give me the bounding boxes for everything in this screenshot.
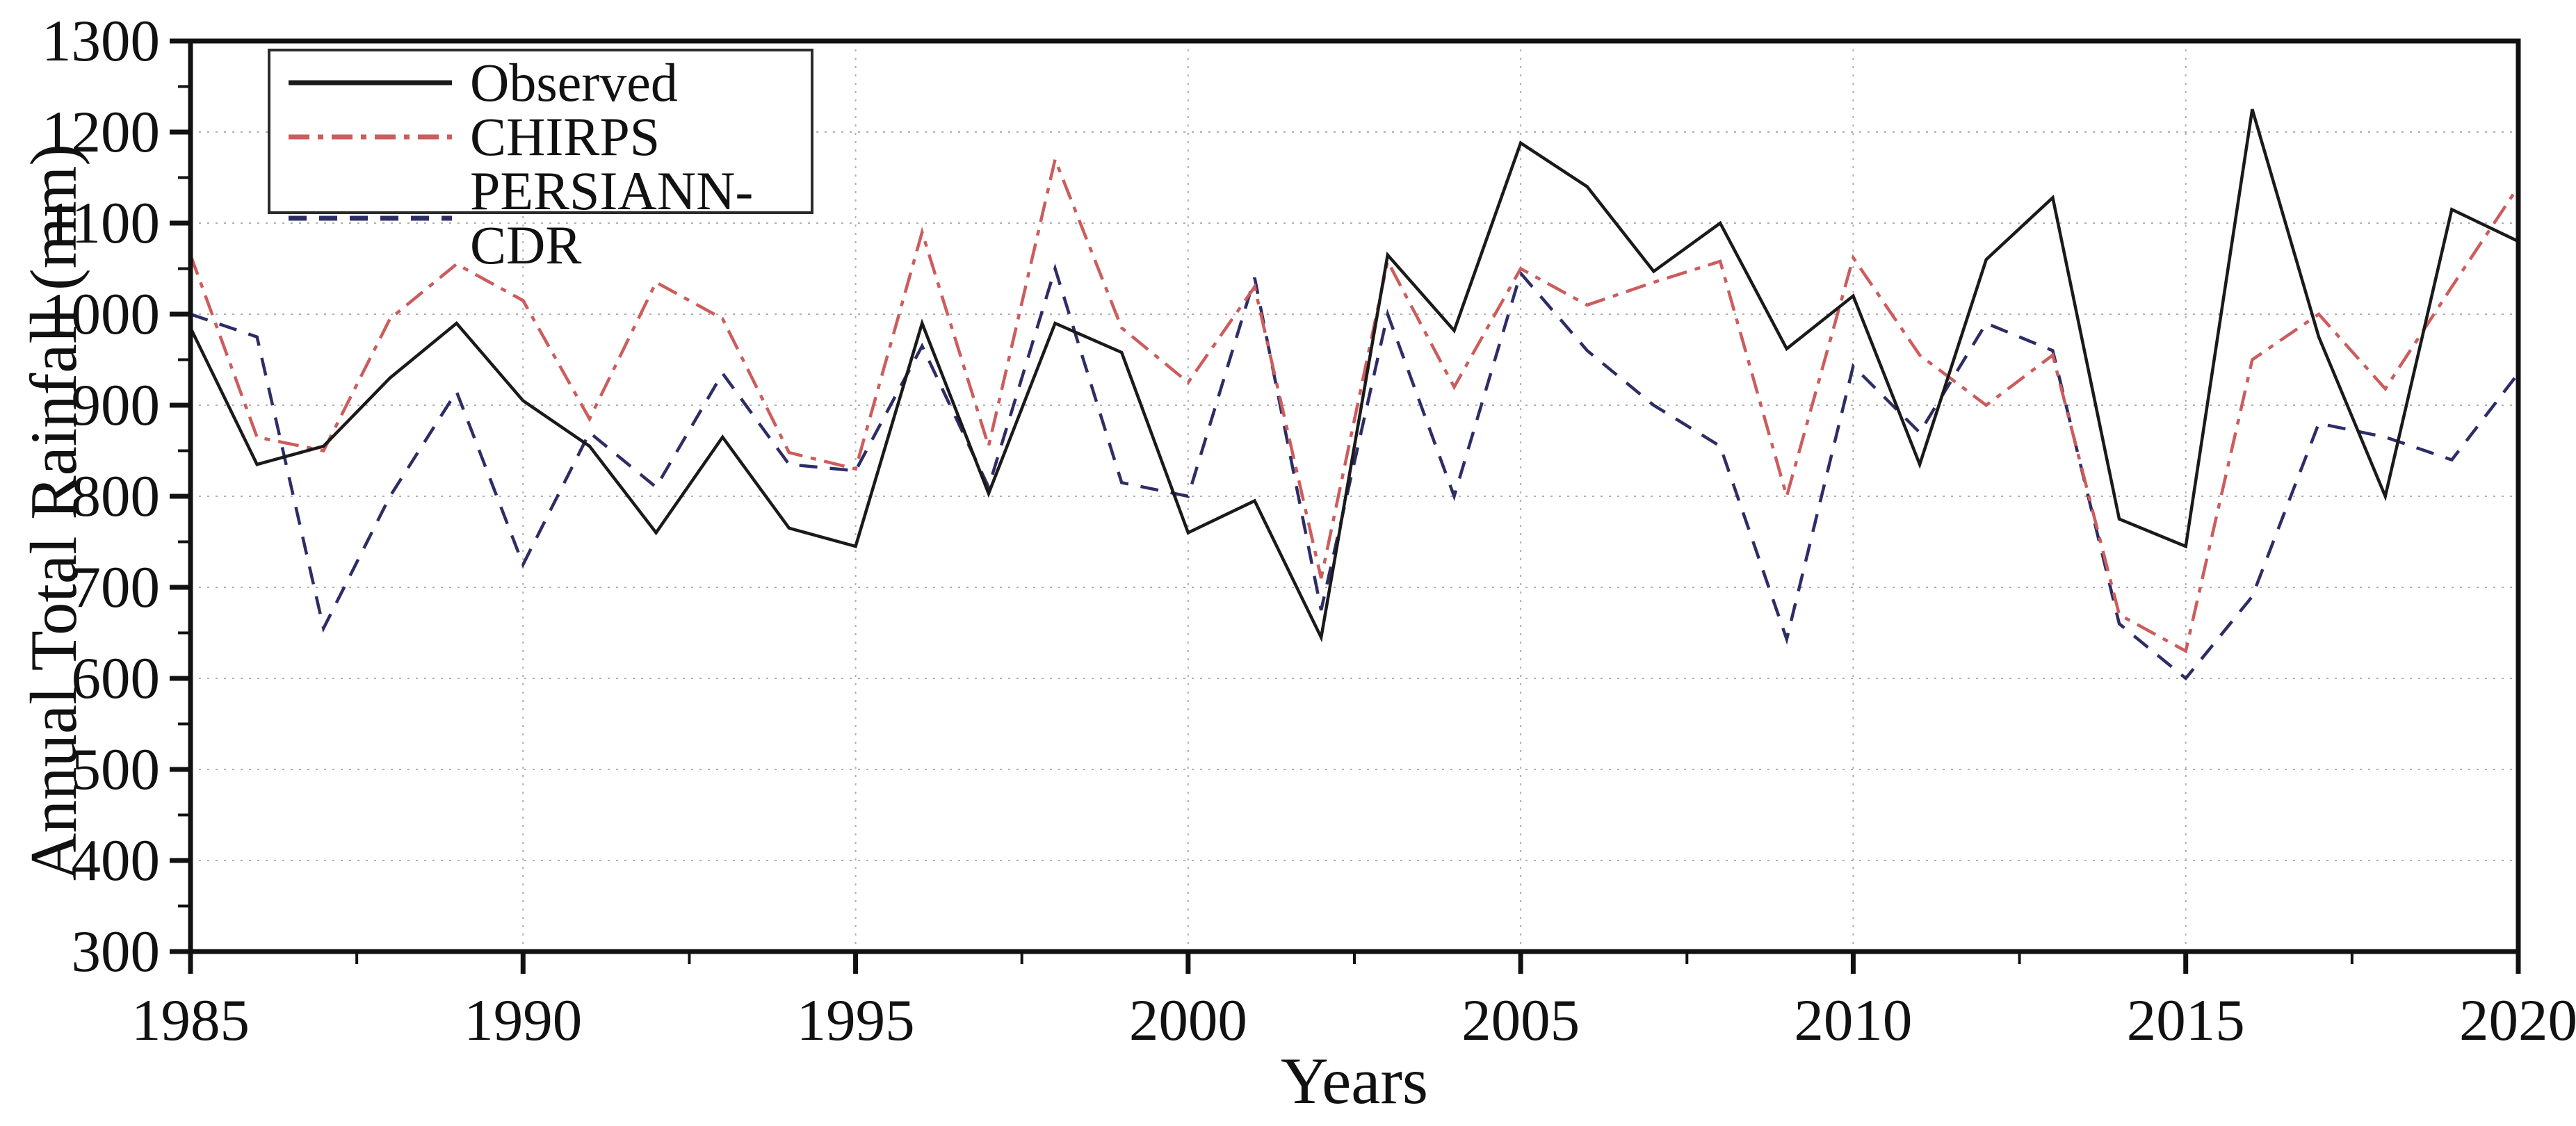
x-tick-label: 2010 [1794,988,1912,1053]
legend-item-persiann-cdr: PERSIANN-CDR [289,164,804,272]
y-tick-label: 1300 [42,8,160,74]
persiann-cdr-line-sample [289,215,452,221]
x-tick-label: 2015 [2127,988,2245,1053]
x-tick-label: 2000 [1129,988,1247,1053]
x-tick-label: 1985 [131,988,250,1053]
y-tick-label: 700 [72,555,161,620]
x-tick-label: 2005 [1461,988,1580,1053]
y-tick-label: 400 [72,828,161,893]
series-chirps [188,154,2520,654]
x-tick-label: 2020 [2459,988,2576,1053]
y-tick-label: 800 [72,464,161,529]
y-tick-label: 1000 [42,282,160,347]
y-tick-label: 600 [72,646,161,711]
legend-label-chirps: CHIRPS [470,106,661,167]
y-tick-label: 900 [72,373,161,438]
y-axis-title: Annual Total Rainfall (mm) [17,143,90,881]
x-tick-label: 1995 [797,988,915,1053]
y-tick-label: 1100 [44,190,160,256]
legend: Observed CHIRPS PERSIANN-CDR [268,49,813,272]
y-tick-label: 500 [72,737,161,802]
y-tick-label: 1200 [42,99,160,165]
legend-item-chirps: CHIRPS [289,110,804,164]
legend-label-persiann-cdr: PERSIANN-CDR [470,161,754,275]
legend-label-observed: Observed [470,52,678,113]
series-persiann-cdr [190,263,2520,681]
x-tick-label: 1990 [464,988,582,1053]
observed-line-sample [289,80,452,85]
chirps-line-sample [289,134,452,140]
y-tick-label: 300 [72,919,161,984]
x-axis-title: Years [1280,1044,1429,1118]
series-observed [188,108,2519,643]
legend-item-observed: Observed [289,56,804,110]
